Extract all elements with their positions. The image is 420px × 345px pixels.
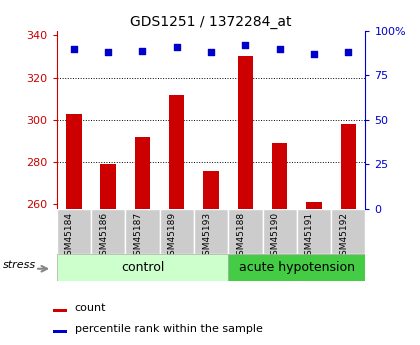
Bar	[228, 209, 262, 254]
Bar	[53, 309, 67, 312]
Text: acute hypotension: acute hypotension	[239, 261, 355, 274]
Bar	[169, 95, 184, 209]
Bar	[194, 209, 228, 254]
Point	[208, 50, 215, 55]
Point	[173, 44, 180, 50]
Bar	[57, 254, 228, 281]
Text: GSM45193: GSM45193	[202, 212, 211, 262]
Text: GSM45189: GSM45189	[168, 212, 177, 262]
Point	[139, 48, 146, 53]
Text: GSM45184: GSM45184	[65, 212, 74, 261]
Bar	[262, 209, 297, 254]
Bar	[203, 171, 219, 209]
Title: GDS1251 / 1372284_at: GDS1251 / 1372284_at	[130, 14, 292, 29]
Bar	[57, 209, 91, 254]
Point	[105, 50, 112, 55]
Text: control: control	[121, 261, 164, 274]
Bar	[53, 330, 67, 333]
Point	[345, 50, 352, 55]
Point	[310, 51, 318, 57]
Text: count: count	[74, 304, 106, 314]
Text: GSM45191: GSM45191	[305, 212, 314, 262]
Point	[242, 42, 249, 48]
Text: stress: stress	[3, 260, 36, 269]
Bar	[341, 124, 356, 209]
Bar	[160, 209, 194, 254]
Text: GSM45186: GSM45186	[99, 212, 108, 262]
Bar	[238, 57, 253, 209]
Text: GSM45188: GSM45188	[236, 212, 245, 262]
Bar	[297, 209, 331, 254]
Bar	[125, 209, 160, 254]
Point	[276, 46, 283, 51]
Bar	[272, 143, 287, 209]
Text: percentile rank within the sample: percentile rank within the sample	[74, 324, 262, 334]
Bar	[306, 203, 322, 209]
Bar	[228, 254, 365, 281]
Bar	[66, 114, 81, 209]
Text: GSM45190: GSM45190	[270, 212, 280, 262]
Point	[71, 46, 77, 51]
Bar	[91, 209, 125, 254]
Bar	[100, 164, 116, 209]
Text: GSM45192: GSM45192	[339, 212, 348, 261]
Bar	[135, 137, 150, 209]
Bar	[331, 209, 365, 254]
Text: GSM45187: GSM45187	[134, 212, 142, 262]
